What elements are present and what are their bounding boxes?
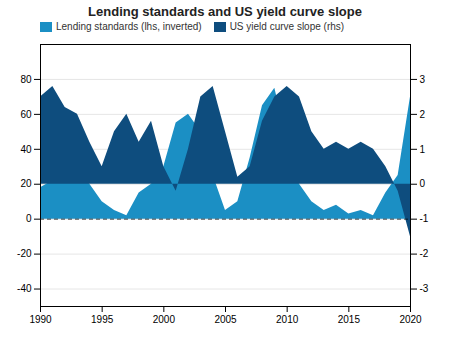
svg-text:2020: 2020 xyxy=(399,314,422,325)
svg-text:2005: 2005 xyxy=(214,314,237,325)
svg-text:2015: 2015 xyxy=(338,314,361,325)
svg-text:1995: 1995 xyxy=(91,314,114,325)
svg-text:-40: -40 xyxy=(17,283,32,294)
svg-text:-1: -1 xyxy=(420,213,429,224)
svg-text:0: 0 xyxy=(26,213,32,224)
svg-text:3: 3 xyxy=(420,74,426,85)
html-text:Lending standards (lhs, invert: Lending standards (lhs, inverted) xyxy=(56,21,202,32)
svg-text:2: 2 xyxy=(420,109,426,120)
svg-text:20: 20 xyxy=(20,178,32,189)
svg-text:-3: -3 xyxy=(420,283,429,294)
svg-text:-20: -20 xyxy=(17,248,32,259)
svg-text:80: 80 xyxy=(20,74,32,85)
html-text:US yield curve slope (rhs): US yield curve slope (rhs) xyxy=(229,21,345,32)
svg-text:60: 60 xyxy=(20,109,32,120)
html-text:Lending standards and US yield: Lending standards and US yield curve slo… xyxy=(88,4,362,19)
svg-text:2010: 2010 xyxy=(276,314,299,325)
svg-text:0: 0 xyxy=(420,178,426,189)
svg-text:40: 40 xyxy=(20,144,32,155)
svg-text:-2: -2 xyxy=(420,248,429,259)
svg-text:1: 1 xyxy=(420,144,426,155)
svg-text:1990: 1990 xyxy=(29,314,52,325)
svg-text:2000: 2000 xyxy=(153,314,176,325)
